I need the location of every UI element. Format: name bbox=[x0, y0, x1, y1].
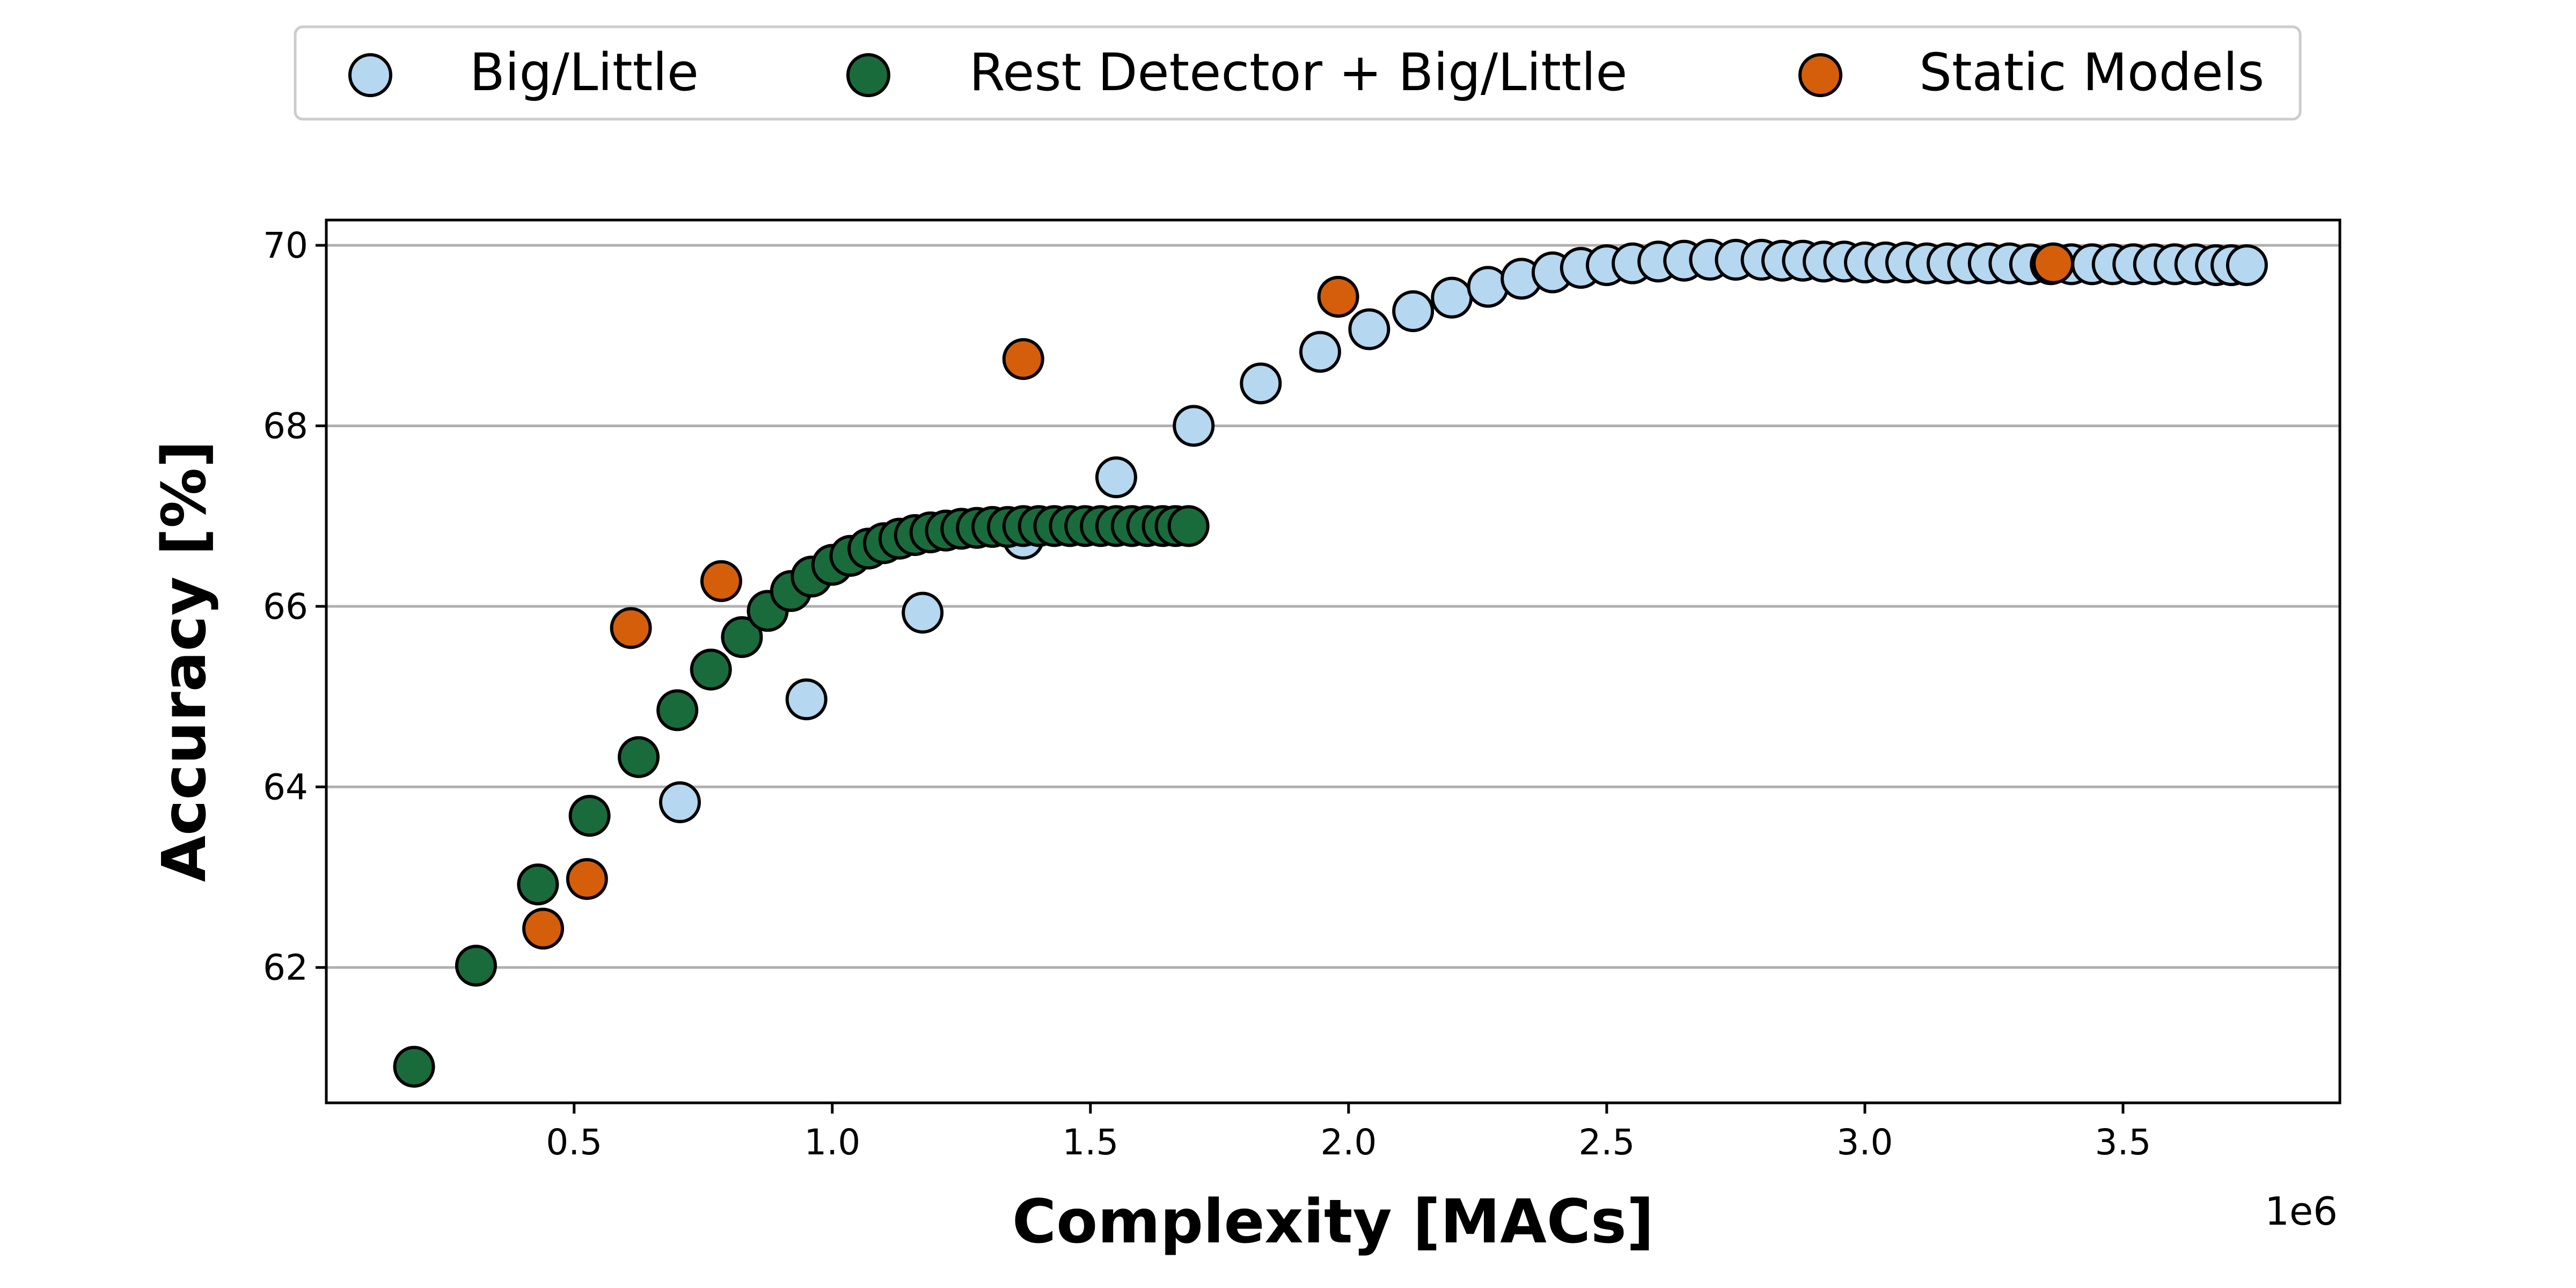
y-tick-label: 64 bbox=[263, 766, 308, 808]
data-point-rest-detector bbox=[517, 863, 559, 905]
y-tick-label: 68 bbox=[263, 405, 308, 447]
legend-frame bbox=[294, 25, 2302, 121]
data-point-static-models bbox=[700, 560, 742, 602]
data-point-big-little bbox=[2226, 244, 2268, 287]
data-point-static-models bbox=[1317, 275, 1359, 318]
data-point-static-models bbox=[1002, 338, 1044, 380]
data-point-rest-detector bbox=[721, 616, 763, 658]
data-point-big-little bbox=[1095, 456, 1137, 499]
x-tick-label: 2.5 bbox=[1578, 1122, 1635, 1163]
x-tick-label: 2.0 bbox=[1320, 1122, 1377, 1163]
y-tick-label: 70 bbox=[263, 225, 308, 266]
series-rest-detector bbox=[393, 505, 1210, 1088]
legend-marker-big-little bbox=[348, 53, 392, 97]
x-tick-label: 3.0 bbox=[1836, 1122, 1893, 1163]
y-tick-label: 62 bbox=[263, 947, 308, 989]
data-point-big-little bbox=[1299, 331, 1341, 373]
data-point-big-little bbox=[1431, 276, 1473, 319]
x-tick-label: 3.5 bbox=[2095, 1122, 2151, 1163]
axis-ticks: 62 64 66 68 70 0.5 1.0 1.5 2.0 2.5 3.0 3.5 bbox=[263, 225, 2151, 1163]
data-point-big-little bbox=[1173, 405, 1215, 447]
legend: Big/Little Rest Detector + Big/Little St… bbox=[294, 25, 2302, 121]
data-point-static-models bbox=[522, 908, 565, 950]
data-points bbox=[393, 239, 2268, 1088]
grid-lines bbox=[326, 244, 2340, 969]
data-point-rest-detector bbox=[568, 795, 611, 837]
y-axis-title: Accuracy [%] bbox=[150, 441, 219, 882]
data-point-rest-detector bbox=[618, 736, 660, 778]
data-point-big-little bbox=[785, 678, 828, 721]
series-big-little bbox=[659, 239, 2268, 823]
plot-area-frame bbox=[325, 218, 2341, 1104]
data-point-static-models bbox=[566, 858, 608, 900]
x-axis-offset-label: 1e6 bbox=[2265, 1189, 2338, 1234]
legend-marker-rest-detector bbox=[846, 53, 890, 97]
data-point-big-little bbox=[1348, 308, 1391, 350]
data-point-big-little bbox=[659, 781, 701, 823]
data-point-rest-detector bbox=[1167, 505, 1210, 547]
data-point-static-models bbox=[610, 607, 652, 649]
data-point-rest-detector bbox=[393, 1045, 435, 1088]
data-point-rest-detector bbox=[455, 945, 497, 987]
data-point-big-little bbox=[902, 591, 944, 634]
data-point-rest-detector bbox=[690, 648, 732, 691]
data-point-big-little bbox=[1392, 290, 1435, 332]
x-axis-title: Complexity [MACs] bbox=[1012, 1187, 1654, 1257]
series-static-models bbox=[522, 242, 2075, 950]
x-tick-label: 1.0 bbox=[804, 1122, 860, 1163]
legend-marker-static-models bbox=[1798, 53, 1842, 97]
data-point-big-little bbox=[1240, 362, 1282, 405]
y-tick-label: 66 bbox=[263, 586, 308, 627]
data-point-rest-detector bbox=[656, 689, 699, 731]
x-tick-label: 0.5 bbox=[546, 1122, 602, 1163]
legend-label-rest-detector: Rest Detector + Big/Little bbox=[969, 42, 1627, 103]
data-point-static-models bbox=[2032, 242, 2075, 284]
legend-label-big-little: Big/Little bbox=[470, 42, 699, 103]
legend-label-static-models: Static Models bbox=[1919, 42, 2264, 103]
x-tick-label: 1.5 bbox=[1062, 1122, 1118, 1163]
